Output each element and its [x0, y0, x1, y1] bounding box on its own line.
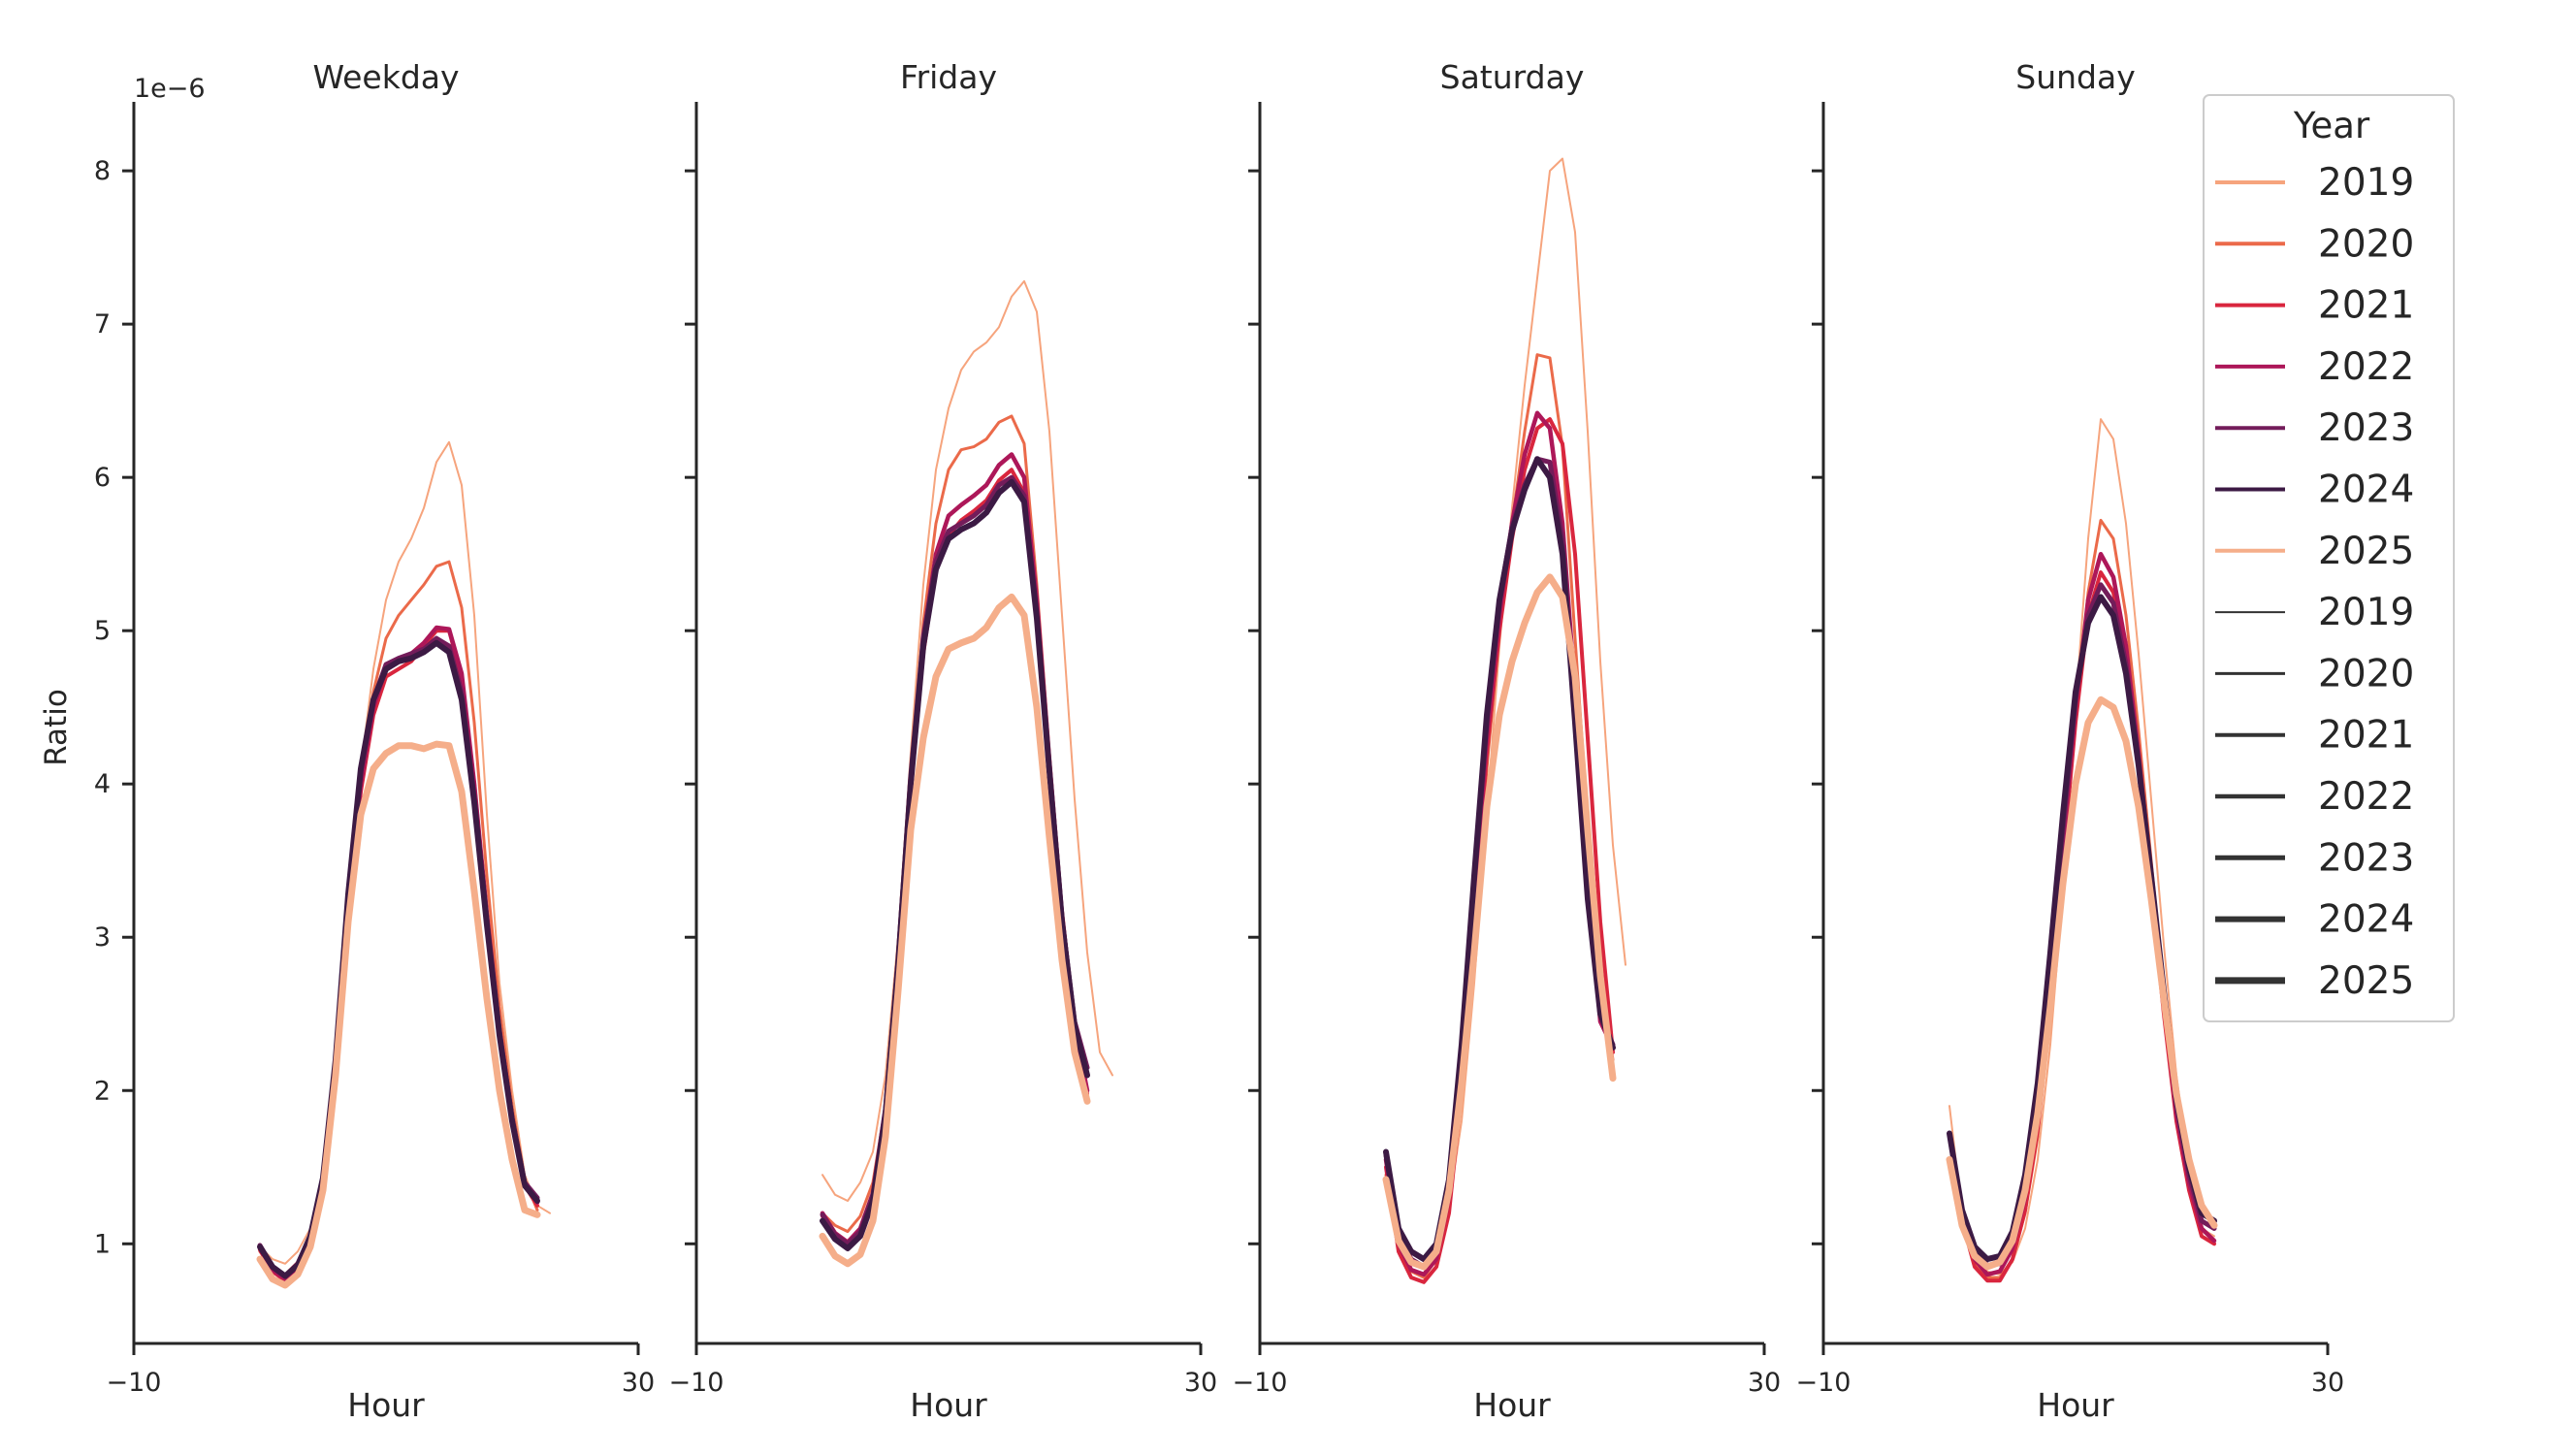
- series-line-2022: [1383, 410, 1616, 1277]
- series-line-2019: [1948, 418, 2215, 1276]
- panel-title: Weekday: [312, 58, 459, 96]
- x-tick-label: 30: [1748, 1368, 1781, 1398]
- x-axis-label: Hour: [1473, 1386, 1551, 1424]
- legend-frame: [2203, 94, 2455, 1022]
- legend-label: 2019: [2318, 161, 2414, 205]
- series-line-2024: [257, 639, 540, 1279]
- y-axis-label: Ratio: [39, 689, 74, 766]
- legend-title: Year: [2293, 105, 2370, 146]
- legend-label: 2022: [2318, 345, 2414, 389]
- x-axis-label: Hour: [347, 1386, 425, 1424]
- series-line-2019: [1385, 157, 1626, 1270]
- legend-label: 2024: [2318, 898, 2414, 942]
- panel-saturday: −10 30 Saturday Hour: [1233, 58, 1782, 1424]
- x-tick-label: −10: [107, 1368, 162, 1398]
- x-axis-label: Hour: [2037, 1386, 2114, 1424]
- legend-label: 2020: [2318, 222, 2414, 266]
- y-axis-multiplier: 1e−6: [134, 74, 206, 104]
- series-line-2025: [1946, 695, 2218, 1271]
- legend-label: 2021: [2318, 284, 2414, 328]
- panel-title: Friday: [900, 58, 997, 96]
- series-line-2023: [1383, 456, 1616, 1270]
- x-tick-label: 30: [622, 1368, 655, 1398]
- series-line-2024: [820, 478, 1090, 1251]
- legend-label: 2025: [2318, 530, 2414, 573]
- legend-label: 2024: [2318, 469, 2414, 512]
- legend-label: 2020: [2318, 652, 2414, 695]
- x-axis-label: Hour: [910, 1386, 987, 1424]
- legend-label: 2023: [2318, 406, 2414, 450]
- x-tick-label: −10: [1233, 1368, 1288, 1398]
- y-tick-label: 3: [94, 922, 111, 953]
- y-tick-label: 2: [94, 1076, 111, 1106]
- series-line-2021: [1948, 570, 2216, 1283]
- panel-title: Sunday: [2015, 58, 2135, 96]
- y-tick-label: 4: [94, 769, 111, 799]
- legend: Year 2019 2020 2021 2022 2023 2024 2025 2019 202…: [2203, 94, 2455, 1022]
- series-line-2021: [1384, 417, 1615, 1284]
- panel-title: Saturday: [1440, 58, 1585, 96]
- series-line-2023: [820, 474, 1090, 1246]
- series-line-2019: [821, 279, 1113, 1202]
- y-tick-label: 7: [94, 309, 111, 340]
- series-line-2021: [821, 468, 1089, 1247]
- y-tick-label: 6: [94, 463, 111, 493]
- series-line-2025: [1382, 573, 1617, 1271]
- series-line-2024: [1383, 456, 1616, 1263]
- y-tick-label: 5: [94, 616, 111, 646]
- legend-label: 2022: [2318, 775, 2414, 819]
- legend-entries: 2019 2020 2021 2022 2023 2024 2025 2019 2020 2021…: [2215, 161, 2414, 1003]
- x-tick-label: 30: [2311, 1368, 2344, 1398]
- series-line-2025: [256, 740, 541, 1289]
- legend-label: 2019: [2318, 591, 2414, 634]
- series-line-2023: [1947, 582, 2217, 1268]
- panel-sunday: −10 30 Sunday Hour: [1796, 58, 2345, 1424]
- legend-label: 2021: [2318, 714, 2414, 758]
- y-tick-label: 1: [94, 1229, 111, 1259]
- legend-label: 2023: [2318, 836, 2414, 880]
- x-tick-label: −10: [1796, 1368, 1852, 1398]
- y-tick-label: 8: [94, 156, 111, 186]
- series-line-2024: [1947, 594, 2217, 1263]
- series-line-2025: [819, 593, 1091, 1268]
- x-tick-label: 30: [1184, 1368, 1217, 1398]
- panel-friday: −10 30 Friday Hour: [669, 58, 1218, 1424]
- panel-weekday: 1 2 3 4 5 6 7 8 −10 30 Weekday Hour: [94, 58, 655, 1424]
- x-tick-label: −10: [669, 1368, 724, 1398]
- legend-label: 2025: [2318, 959, 2414, 1003]
